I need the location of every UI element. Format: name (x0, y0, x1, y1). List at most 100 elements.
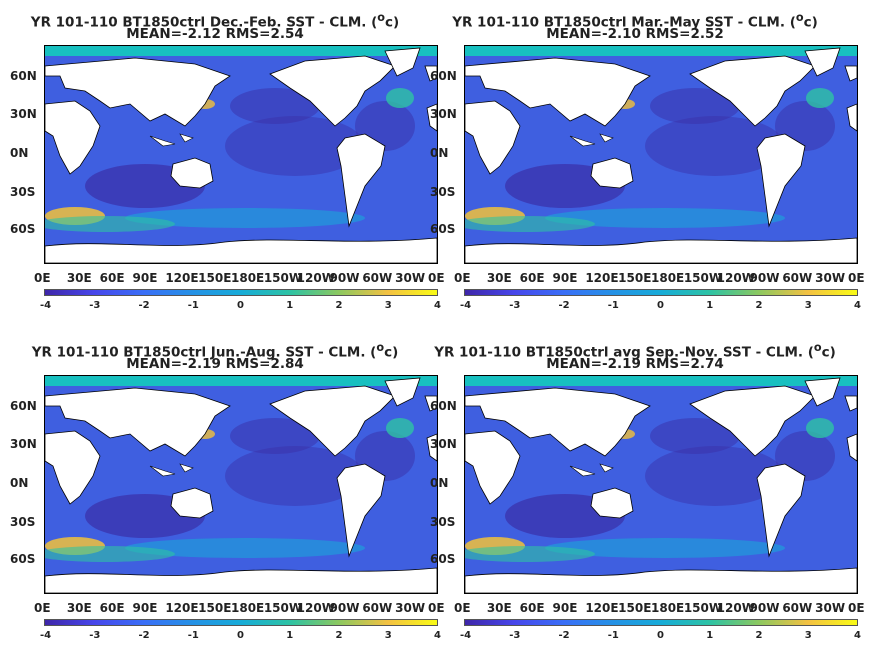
longitude-tick-label: 90W (329, 271, 360, 285)
colorbar-tick-label: 4 (854, 300, 861, 311)
colorbar-tick-label: 3 (384, 630, 392, 641)
colorbar-tick-label: 1 (706, 630, 714, 641)
longitude-tick-label: 60E (99, 271, 125, 285)
title-superscript: o (813, 341, 822, 354)
longitude-tick-label: 180E (651, 271, 685, 285)
longitude-tick-label: 30E (486, 271, 512, 285)
latitude-tick-label: 30N (10, 107, 37, 121)
colorbar-tick-label: 4 (434, 630, 441, 641)
colorbar-tick-label: -4 (460, 300, 472, 311)
map-panel: YR 101-110 BT1850ctrl Jun.-Aug. SST - CL… (0, 330, 445, 655)
longitude-tick-label: 30W (395, 271, 426, 285)
title-superscript: o (795, 11, 804, 24)
longitude-tick-label: 30E (66, 271, 92, 285)
panel-title: YR 101-110 BT1850ctrl avg Sep.-Nov. SST … (420, 339, 850, 362)
panel-stats: MEAN=-2.19 RMS=2.74 (546, 356, 724, 372)
title-unit: c) (384, 344, 399, 361)
map-panel: YR 101-110 BT1850ctrl avg Sep.-Nov. SST … (420, 330, 865, 655)
sst-anomaly-map (44, 375, 438, 594)
latitude-tick-label: 60S (430, 222, 456, 236)
latitude-tick-label: 30N (430, 437, 457, 451)
latitude-tick-label: 60N (430, 69, 457, 83)
longitude-tick-label: 180E (231, 601, 265, 615)
title-superscript: o (376, 341, 385, 354)
title-unit: c) (803, 14, 818, 31)
colorbar-tick-label: -3 (89, 630, 101, 641)
longitude-tick-label: 120E (165, 271, 199, 285)
colorbar-tick-label: -2 (138, 300, 150, 311)
latitude-tick-label: 0N (430, 476, 449, 490)
longitude-tick-label: 90E (132, 601, 158, 615)
latitude-tick-label: 30S (10, 185, 36, 199)
latitude-tick-label: 60N (10, 399, 37, 413)
colorbar (44, 619, 438, 626)
longitude-tick-label: 0E (428, 271, 445, 285)
colorbar-tick-label: 1 (286, 630, 294, 641)
colorbar (44, 289, 438, 296)
latitude-tick-label: 30N (430, 107, 457, 121)
colorbar-tick-label: 4 (854, 630, 861, 641)
colorbar-tick-label: 0 (657, 630, 664, 641)
panel-stats: MEAN=-2.19 RMS=2.84 (126, 356, 304, 372)
sst-anomaly-map (464, 375, 858, 594)
colorbar-tick-label: 0 (657, 300, 664, 311)
longitude-tick-label: 120E (165, 601, 199, 615)
colorbar-tick-label: -4 (460, 630, 472, 641)
longitude-tick-label: 120W (716, 271, 755, 285)
longitude-tick-label: 150E (618, 601, 652, 615)
title-text: YR 101-110 BT1850ctrl Jun.-Aug. SST - CL… (31, 344, 377, 361)
longitude-tick-label: 180E (651, 601, 685, 615)
colorbar-tick-label: 2 (335, 300, 343, 311)
longitude-tick-label: 60W (362, 271, 393, 285)
longitude-tick-label: 60W (362, 601, 393, 615)
longitude-tick-label: 150E (618, 271, 652, 285)
longitude-tick-label: 150E (198, 601, 232, 615)
longitude-tick-label: 150W (263, 271, 303, 285)
map-panel: YR 101-110 BT1850ctrl Mar.-May SST - CLM… (420, 0, 865, 325)
colorbar-tick-label: -1 (187, 630, 199, 641)
colorbar-tick-label: -4 (40, 300, 52, 311)
longitude-tick-label: 30W (815, 271, 846, 285)
longitude-tick-label: 120W (716, 601, 755, 615)
latitude-tick-label: 0N (10, 146, 29, 160)
longitude-tick-label: 150W (263, 601, 303, 615)
longitude-tick-label: 90E (552, 271, 578, 285)
colorbar-tick-label: 3 (384, 300, 392, 311)
longitude-tick-label: 30E (486, 601, 512, 615)
panel-title: YR 101-110 BT1850ctrl Mar.-May SST - CLM… (420, 9, 850, 32)
longitude-tick-label: 0E (34, 271, 51, 285)
latitude-tick-label: 60N (430, 399, 457, 413)
colorbar-tick-label: 0 (237, 300, 244, 311)
longitude-tick-label: 30E (66, 601, 92, 615)
longitude-tick-label: 90W (329, 601, 360, 615)
longitude-tick-label: 120E (585, 271, 619, 285)
colorbar-tick-label: 4 (434, 300, 441, 311)
colorbar-tick-label: 1 (706, 300, 714, 311)
colorbar-tick-label: 1 (286, 300, 294, 311)
latitude-tick-label: 60S (10, 552, 36, 566)
longitude-tick-label: 30W (395, 601, 426, 615)
colorbar-tick-label: -3 (89, 300, 101, 311)
longitude-tick-label: 180E (231, 271, 265, 285)
longitude-tick-label: 0E (428, 601, 445, 615)
longitude-tick-label: 0E (454, 601, 471, 615)
longitude-tick-label: 60E (519, 601, 545, 615)
longitude-tick-label: 0E (34, 601, 51, 615)
colorbar-tick-label: -4 (40, 630, 52, 641)
longitude-tick-label: 90E (552, 601, 578, 615)
sst-anomaly-map (44, 45, 438, 264)
colorbar-tick-label: 0 (237, 630, 244, 641)
longitude-tick-label: 60E (519, 271, 545, 285)
longitude-tick-label: 60E (99, 601, 125, 615)
longitude-tick-label: 150W (683, 601, 723, 615)
title-text: YR 101-110 BT1850ctrl Dec.-Feb. SST - CL… (30, 14, 378, 31)
latitude-tick-label: 60S (430, 552, 456, 566)
latitude-tick-label: 30S (430, 515, 456, 529)
panel-stats: MEAN=-2.12 RMS=2.54 (126, 26, 304, 42)
longitude-tick-label: 120W (296, 601, 335, 615)
longitude-tick-label: 0E (848, 601, 865, 615)
colorbar-tick-label: 3 (804, 630, 812, 641)
longitude-tick-label: 60W (782, 271, 813, 285)
map-panel: YR 101-110 BT1850ctrl Dec.-Feb. SST - CL… (0, 0, 445, 325)
colorbar-tick-label: -1 (187, 300, 199, 311)
